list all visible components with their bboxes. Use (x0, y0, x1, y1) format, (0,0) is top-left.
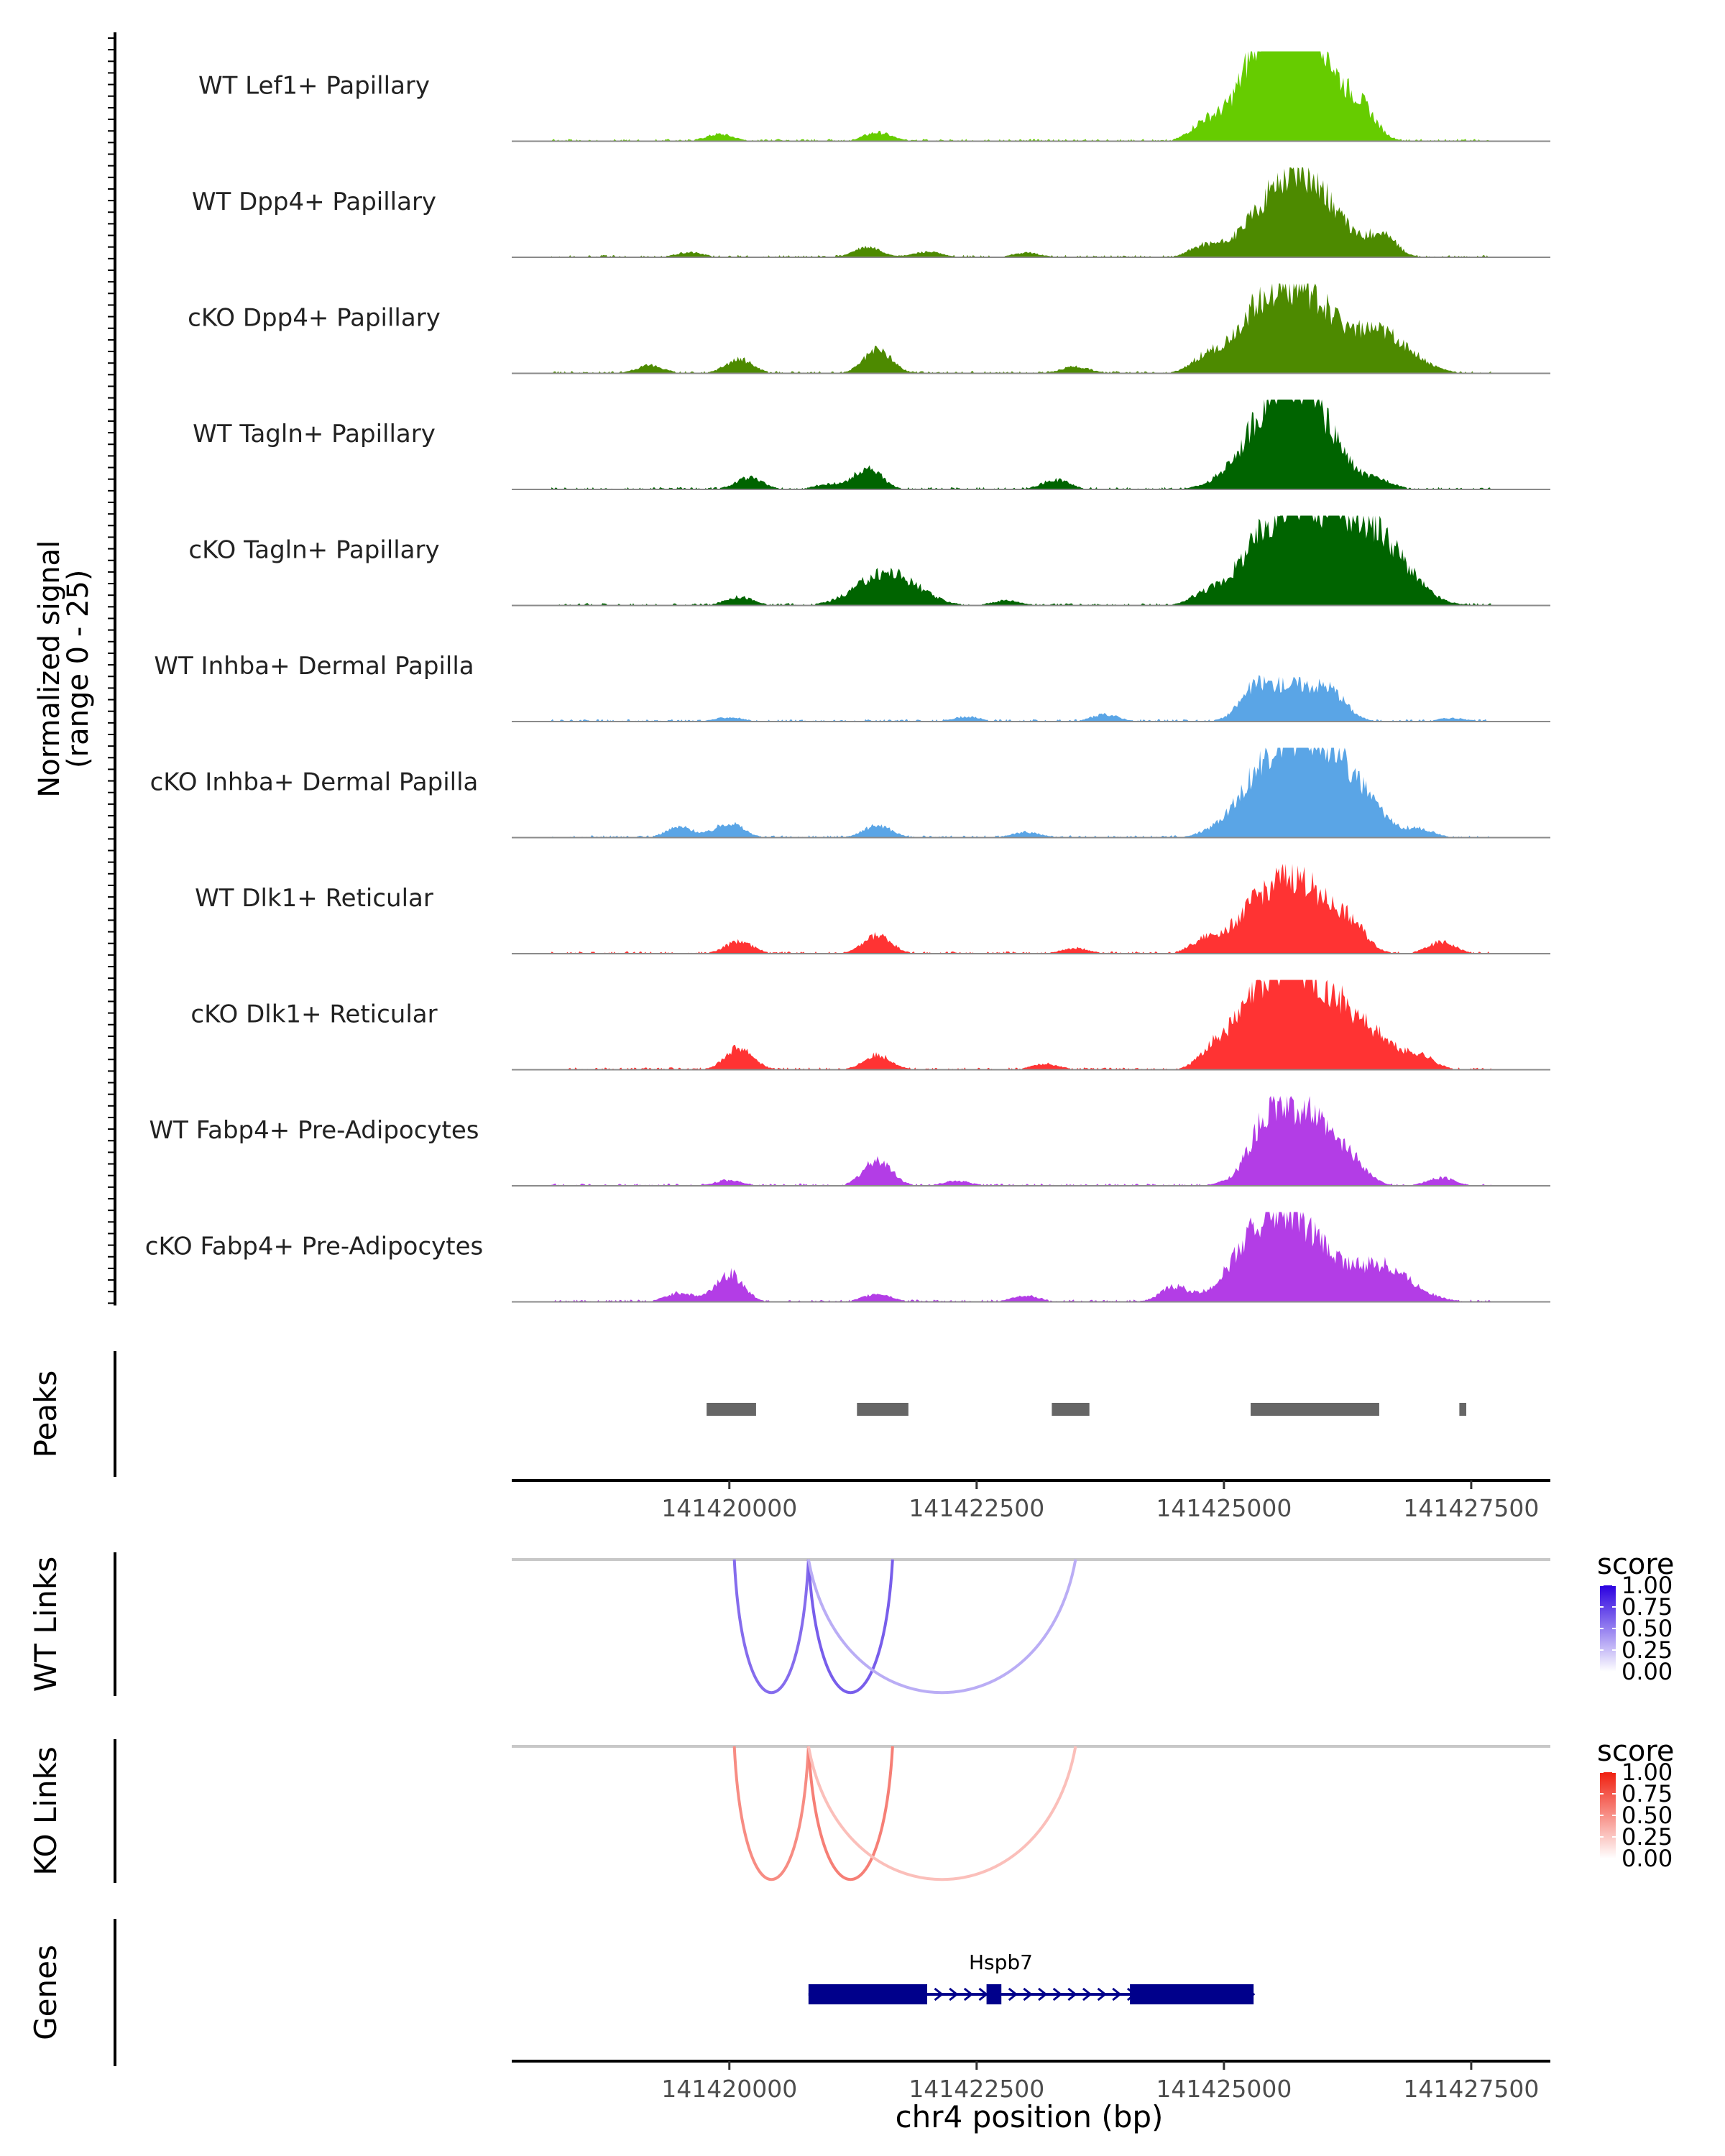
coverage-area (551, 1212, 1491, 1302)
legend-tick-label: 1.00 (1622, 1572, 1673, 1599)
links-y-1-label: KO Links (28, 1746, 63, 1876)
legend-tick-label: 0.25 (1622, 1636, 1673, 1664)
legend-tick-label: 1.00 (1622, 1759, 1673, 1786)
coverage-y-axis-label: Normalized signal(range 0 - 25) (33, 540, 95, 798)
strand-arrow (934, 1987, 944, 2001)
link-arc (732, 1559, 810, 1695)
strand-arrow (1008, 1987, 1018, 2001)
legend-tick-label: 0.00 (1622, 1658, 1673, 1685)
coverage-area (551, 515, 1491, 606)
genes-panel: Genes Hspb7 (28, 1919, 1256, 2066)
peak-interval (1459, 1403, 1467, 1416)
coverage-area (551, 980, 1491, 1070)
coverage-area (551, 1096, 1491, 1186)
legend-tick-label: 0.75 (1622, 1780, 1673, 1807)
x-axis-top: 141420000 141422500 141425000 141427500 (512, 1479, 1550, 1522)
coverage-track: WT Fabp4+ Pre-Adipocytes (150, 1096, 1550, 1187)
strand-arrow (1052, 1987, 1063, 2001)
track-label: WT Dlk1+ Reticular (195, 884, 433, 913)
coverage-area (551, 864, 1491, 954)
coverage-track: WT Lef1+ Papillary (198, 51, 1550, 142)
x-tick-label: 141420000 (661, 1494, 797, 1522)
coverage-area (551, 675, 1491, 722)
coverage-area (551, 747, 1491, 838)
legend-tick-label: 0.00 (1622, 1845, 1673, 1872)
gene-name-label: Hspb7 (969, 1950, 1033, 1974)
peaks-y-label: Peaks (28, 1370, 63, 1458)
coverage-area (551, 400, 1491, 489)
track-label: WT Inhba+ Dermal Papilla (154, 652, 474, 681)
links-y-0-label: WT Links (28, 1557, 63, 1692)
track-label: WT Dpp4+ Papillary (192, 188, 436, 216)
coverage-area (551, 167, 1491, 257)
track-label: cKO Dpp4+ Papillary (188, 304, 441, 333)
genes-y-label: Genes (28, 1945, 63, 2040)
strand-arrow (1082, 1987, 1092, 2001)
x-tick-label: 141427500 (1403, 2075, 1539, 2103)
coverage-track: cKO Fabp4+ Pre-Adipocytes (145, 1212, 1550, 1303)
coverage-track: cKO Inhba+ Dermal Papilla (150, 747, 1550, 839)
coverage-area (551, 51, 1491, 142)
coverage-track: cKO Tagln+ Papillary (188, 515, 1550, 607)
legend-colorbar (1600, 1772, 1616, 1858)
strand-arrow (1097, 1987, 1107, 2001)
peak-interval (1251, 1403, 1379, 1416)
link-arc (806, 1746, 894, 1881)
gene-exon (1130, 1984, 1254, 2004)
strand-arrow (978, 1987, 988, 2001)
track-label: cKO Fabp4+ Pre-Adipocytes (145, 1233, 484, 1261)
coverage-track: WT Tagln+ Papillary (193, 400, 1550, 490)
strand-arrow (1067, 1987, 1077, 2001)
coverage-area (551, 283, 1491, 374)
peaks-panel: Peaks (28, 1351, 1467, 1477)
legend-tick-label: 0.25 (1622, 1823, 1673, 1851)
track-label: cKO Tagln+ Papillary (188, 536, 439, 565)
coverage-track: WT Dlk1+ Reticular (195, 864, 1550, 954)
coverage-y-axis (108, 32, 116, 1306)
legend-tick-label: 0.50 (1622, 1802, 1673, 1829)
x-tick-label: 141425000 (1156, 2075, 1292, 2103)
coverage-track: WT Dpp4+ Papillary (192, 167, 1550, 258)
x-tick-label: 141422500 (908, 2075, 1044, 2103)
coverage-track: cKO Dlk1+ Reticular (190, 980, 1550, 1071)
legend-title: score (1597, 1735, 1674, 1768)
track-label: WT Lef1+ Papillary (198, 72, 430, 101)
track-label: cKO Inhba+ Dermal Papilla (150, 768, 479, 797)
legend-tick-label: 0.75 (1622, 1593, 1673, 1621)
x-axis-title: chr4 position (bp) (896, 2099, 1164, 2134)
track-label: WT Fabp4+ Pre-Adipocytes (150, 1116, 479, 1145)
coverage-track: WT Inhba+ Dermal Papilla (154, 652, 1550, 722)
peak-interval (707, 1403, 756, 1416)
track-label: WT Tagln+ Papillary (193, 420, 436, 448)
gene-exon (808, 1984, 927, 2004)
strand-arrow (1112, 1987, 1122, 2001)
link-arc (806, 1746, 1077, 1881)
coverage-y-axis-label-line: (range 0 - 25) (62, 570, 95, 768)
strand-arrow (949, 1987, 959, 2001)
legend-colorbar (1600, 1585, 1616, 1672)
coverage-track: cKO Dpp4+ Papillary (188, 283, 1550, 374)
track-label: cKO Dlk1+ Reticular (190, 1000, 437, 1029)
peak-interval (857, 1403, 908, 1416)
coverage-tracks: WT Lef1+ Papillary WT Dpp4+ Papillary cKO … (145, 51, 1550, 1303)
link-arc (806, 1559, 1077, 1695)
x-tick-label: 141427500 (1403, 1494, 1539, 1522)
link-arc (732, 1746, 810, 1881)
strand-arrow (1023, 1987, 1033, 2001)
legend-tick-label: 0.50 (1622, 1615, 1673, 1642)
strand-arrow (1038, 1987, 1048, 2001)
gene-exon (986, 1984, 1002, 2004)
x-tick-label: 141425000 (1156, 1494, 1292, 1522)
x-tick-label: 141420000 (661, 2075, 797, 2103)
coverage-y-axis-label-line: Normalized signal (33, 540, 66, 798)
strand-arrow (963, 1987, 974, 2001)
link-arc (806, 1559, 894, 1694)
x-axis-bottom: 141420000 141422500 141425000 141427500 (512, 2060, 1550, 2103)
legend-title: score (1597, 1548, 1674, 1581)
peak-interval (1052, 1403, 1090, 1416)
x-tick-label: 141422500 (908, 1494, 1044, 1522)
